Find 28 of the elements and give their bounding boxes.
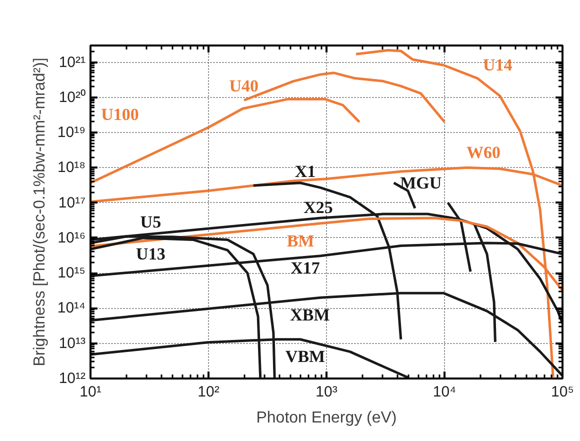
x-tick-label: 10⁴ — [432, 384, 456, 400]
series-label: U5 — [140, 212, 162, 232]
series-label: X17 — [290, 258, 320, 278]
series-label: X1 — [294, 162, 316, 182]
y-tick-label: 10¹⁵ — [58, 264, 86, 282]
series-label: BM — [286, 231, 314, 250]
x-tick-label: 10² — [198, 384, 220, 400]
y-tick-label: 10¹⁸ — [57, 159, 86, 176]
series-label: MGU — [400, 173, 442, 192]
y-tick-label: 10²⁰ — [58, 88, 86, 106]
y-tick-label: 10¹⁷ — [58, 194, 86, 212]
series-label: U40 — [229, 76, 259, 96]
y-tick-label: 10¹³ — [58, 334, 86, 352]
series-label: U100 — [101, 105, 139, 124]
series-label: VBM — [285, 347, 326, 366]
series-label: U13 — [136, 244, 166, 264]
y-tick-label: 10²¹ — [58, 54, 86, 71]
y-tick-label: 10¹⁶ — [58, 229, 86, 246]
y-tick-label: 10¹⁴ — [57, 300, 86, 317]
x-tick-label: 10⁵ — [551, 384, 574, 400]
y-axis-title: Brightness [Phot/(sec-0.1%bw-mm²-mrad²)] — [31, 58, 48, 366]
x-tick-label: 10³ — [316, 384, 338, 400]
series-label: U14 — [482, 56, 513, 75]
y-tick-label: 10¹⁹ — [57, 124, 86, 142]
series-label: W60 — [466, 143, 500, 162]
series-label: XBM — [290, 305, 330, 324]
x-axis-title: Photon Energy (eV) — [256, 410, 397, 426]
series-label: X25 — [304, 198, 333, 218]
